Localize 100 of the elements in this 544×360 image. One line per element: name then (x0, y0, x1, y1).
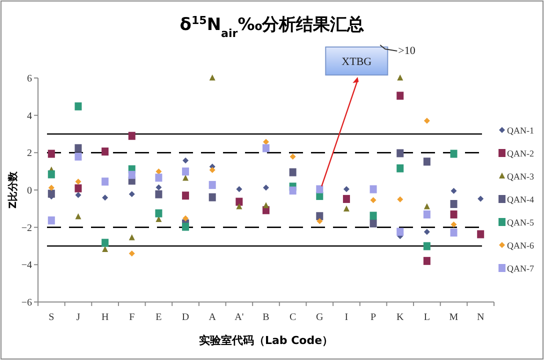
point (128, 132, 136, 140)
x-tick-label: A' (234, 312, 244, 323)
point (48, 184, 54, 191)
point (370, 212, 377, 220)
point (155, 209, 162, 218)
legend-label: QAN-3 (507, 172, 534, 182)
point (423, 256, 430, 265)
x-tick-label: P (370, 312, 377, 323)
point (450, 150, 458, 158)
point (155, 190, 162, 198)
point (450, 200, 458, 208)
point (74, 102, 82, 110)
x-tick-label: B (262, 312, 270, 323)
point (208, 193, 216, 202)
point (182, 222, 190, 231)
y-tick-label: 2 (27, 148, 32, 160)
x-tick-label: S (48, 312, 54, 323)
point (343, 186, 350, 192)
chart-title: δ$^{15}$N$_{air}$‰分析结果汇总 (180, 14, 364, 40)
point (75, 213, 82, 220)
y-axis-title: Z比分数 (7, 170, 19, 209)
point (208, 180, 216, 189)
y-tick-label: −4 (21, 260, 32, 272)
point (289, 168, 296, 176)
point (74, 144, 82, 152)
point (450, 210, 458, 218)
point (423, 242, 430, 250)
point (396, 92, 404, 100)
point (290, 154, 296, 160)
point (316, 212, 324, 220)
point (424, 203, 430, 210)
point (478, 196, 484, 202)
x-tick-label: E (156, 312, 162, 323)
point (370, 219, 377, 228)
point (74, 152, 82, 161)
x-tick-label: K (396, 312, 404, 323)
point (209, 74, 216, 80)
x-tick-label: A (208, 312, 217, 323)
x-tick-label: G (316, 312, 324, 323)
point (263, 184, 269, 191)
point (450, 228, 458, 237)
x-tick-label: N (476, 312, 484, 323)
legend-label: QAN-6 (507, 240, 534, 250)
point (450, 222, 457, 228)
point (424, 118, 430, 124)
x-tick-label: J (76, 312, 80, 323)
y-tick-label: −2 (21, 222, 32, 234)
point (128, 234, 135, 240)
point (182, 192, 190, 200)
point (182, 158, 189, 164)
x-tick-label: C (289, 312, 296, 323)
point (343, 206, 350, 212)
legend-label: QAN-5 (507, 218, 534, 228)
point (263, 138, 269, 145)
legend-label: QAN-1 (507, 126, 534, 136)
point (128, 170, 136, 179)
x-tick-label: M (449, 312, 458, 323)
point (289, 186, 296, 195)
point (263, 202, 269, 208)
point (236, 198, 243, 206)
point (182, 215, 189, 222)
point (423, 210, 430, 218)
point (102, 246, 108, 252)
point (342, 194, 350, 203)
point (48, 170, 55, 178)
point (424, 228, 430, 235)
point (397, 196, 404, 202)
point (423, 158, 430, 166)
legend-label: QAN-2 (507, 148, 534, 158)
point (48, 150, 55, 158)
legend-label: QAN-7 (507, 264, 534, 274)
x-tick-label: D (182, 312, 190, 323)
point (477, 230, 484, 238)
point (75, 192, 82, 198)
point (48, 216, 55, 224)
point (102, 148, 109, 156)
annotation: XTBG (342, 56, 372, 68)
y-tick-label: −6 (21, 298, 32, 308)
x-tick-label: H (101, 312, 109, 323)
annotation: >10 (398, 45, 416, 57)
point (102, 178, 109, 186)
point (396, 164, 404, 172)
point (262, 144, 270, 152)
x-tick-label: F (129, 312, 136, 323)
point (396, 149, 404, 158)
point (155, 174, 162, 182)
point (236, 186, 242, 192)
point (128, 191, 135, 198)
point (74, 184, 82, 192)
point (397, 74, 404, 80)
y-tick-label: 6 (27, 74, 32, 84)
legend-label: QAN-4 (507, 194, 534, 204)
point (236, 203, 242, 210)
point (370, 197, 376, 204)
point (156, 184, 162, 190)
point (75, 178, 82, 185)
x-axis-title: 实验室代码（Lab Code） (198, 334, 334, 347)
point (102, 238, 109, 247)
point (316, 218, 323, 224)
point (102, 194, 108, 201)
